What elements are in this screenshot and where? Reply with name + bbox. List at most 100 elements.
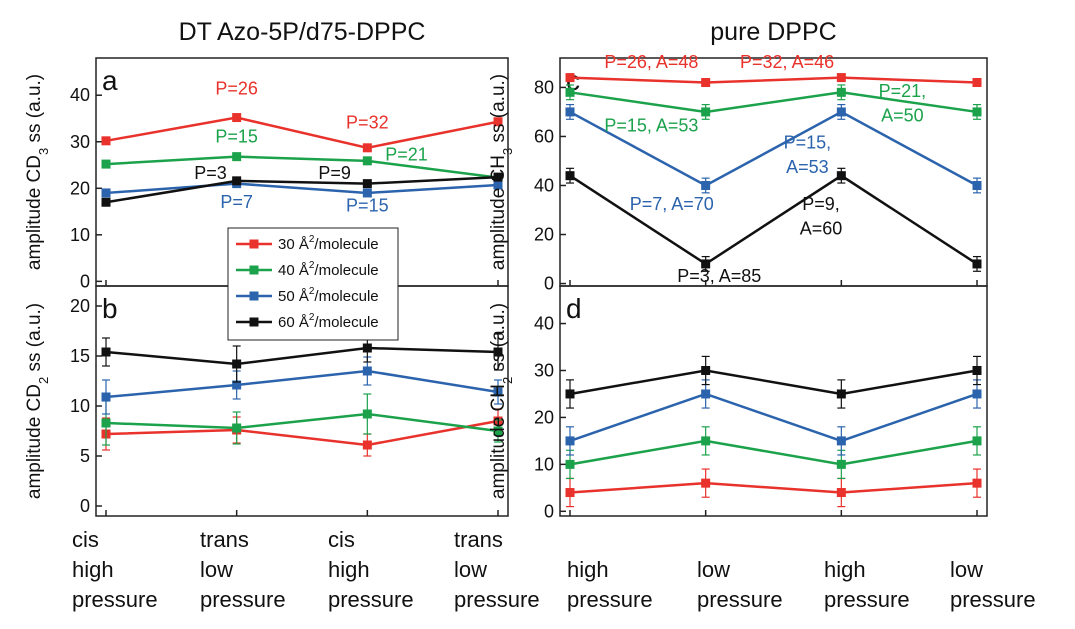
y-tick-label: 20	[534, 407, 554, 427]
data-point	[701, 180, 711, 190]
x-category-label: pressure	[824, 587, 910, 612]
x-category-label: high	[328, 557, 370, 582]
legend-label-superscript: 2	[309, 312, 315, 323]
panel-frame	[559, 285, 988, 517]
annotation: A=53	[786, 157, 829, 177]
legend-label-text: /molecule	[314, 288, 378, 305]
data-point	[101, 136, 111, 146]
legend-label-text: 40 Å	[278, 262, 309, 279]
annotation: P=26	[215, 78, 258, 98]
data-point	[565, 171, 575, 181]
data-point	[565, 73, 575, 83]
series-1	[565, 73, 982, 88]
y-axis-label-subscript: 2	[36, 377, 51, 384]
y-axis-label-text: ss (a.u.)	[24, 303, 45, 377]
annotation: P=15, A=53	[604, 116, 698, 136]
series-line	[105, 412, 499, 433]
y-tick-label: 5	[80, 446, 90, 466]
series-line	[105, 346, 499, 366]
data-point	[836, 107, 846, 117]
series-line	[569, 439, 978, 466]
annotation: P=15,	[784, 133, 832, 153]
series-2	[565, 426, 982, 480]
series-1	[101, 408, 503, 457]
y-tick-label: 10	[70, 396, 90, 416]
y-axis-label: amplitude CD3 ss (a.u.)	[24, 74, 51, 270]
data-point	[701, 365, 711, 375]
data-point	[101, 392, 111, 402]
data-point	[565, 87, 575, 97]
data-point	[836, 171, 846, 181]
y-axis-label: amplitude CD2 ss (a.u.)	[24, 303, 51, 499]
annotation: P=21	[385, 144, 428, 164]
data-point	[101, 418, 111, 428]
data-point	[972, 436, 982, 446]
annotation: P=32	[346, 113, 389, 133]
legend-marker	[249, 265, 259, 275]
y-axis-label: amplitude CH3 ss (a.u.)	[488, 74, 515, 270]
data-point	[101, 197, 111, 207]
legend-label-superscript: 2	[309, 260, 315, 271]
data-point	[493, 426, 503, 436]
x-category-label: low	[697, 557, 730, 582]
panel-letter: d	[566, 293, 582, 324]
series-2	[565, 84, 982, 120]
data-point	[565, 389, 575, 399]
data-point	[362, 179, 372, 189]
x-category-label: trans	[454, 527, 503, 552]
series-line	[569, 392, 978, 443]
series-4	[565, 167, 982, 272]
panel-title: DT Azo-5P/d75-DPPC	[179, 18, 426, 46]
data-point	[701, 259, 711, 269]
x-category-label: pressure	[328, 587, 414, 612]
y-tick-label: 0	[544, 501, 554, 521]
series-line	[569, 91, 978, 114]
series-3	[101, 356, 503, 415]
data-point	[101, 188, 111, 198]
legend-label-text: 30 Å	[278, 236, 309, 253]
legend-label: 60 Å2/molecule	[278, 312, 379, 331]
y-axis-label-text: ss (a.u.)	[488, 74, 509, 148]
panel-letter: a	[102, 65, 118, 96]
data-point	[493, 387, 503, 397]
x-category-label: high	[824, 557, 866, 582]
data-point	[972, 389, 982, 399]
data-point	[701, 389, 711, 399]
x-category-label: pressure	[950, 587, 1036, 612]
y-axis-label-text: ss (a.u.)	[488, 303, 509, 377]
y-axis-label-text: ss (a.u.)	[24, 74, 45, 148]
x-category-label: high	[72, 557, 114, 582]
y-axis-label-text: amplitude CH	[488, 155, 509, 270]
x-category-label: pressure	[72, 587, 158, 612]
data-point	[232, 113, 242, 123]
data-point	[972, 180, 982, 190]
data-point	[972, 478, 982, 488]
annotation: P=15	[215, 127, 258, 147]
data-point	[362, 188, 372, 198]
data-point	[565, 107, 575, 117]
x-category-label: trans	[200, 527, 249, 552]
series-3	[565, 379, 982, 456]
y-tick-label: 20	[70, 296, 90, 316]
annotation: P=21,	[879, 81, 927, 101]
data-point	[101, 159, 111, 169]
data-point	[232, 380, 242, 390]
legend-marker	[249, 291, 259, 301]
y-tick-label: 40	[534, 175, 554, 195]
data-point	[362, 143, 372, 153]
series-line	[105, 182, 499, 195]
series-1	[101, 113, 503, 153]
data-point	[836, 488, 846, 498]
y-tick-label: 40	[70, 85, 90, 105]
data-point	[362, 440, 372, 450]
data-point	[701, 478, 711, 488]
series-line	[105, 116, 499, 150]
legend-label: 50 Å2/molecule	[278, 286, 379, 305]
y-tick-label: 0	[80, 271, 90, 291]
series-line	[569, 110, 978, 187]
series-2	[101, 152, 503, 183]
y-tick-label: 10	[70, 225, 90, 245]
y-tick-label: 15	[70, 346, 90, 366]
annotation: P=15	[346, 196, 389, 216]
